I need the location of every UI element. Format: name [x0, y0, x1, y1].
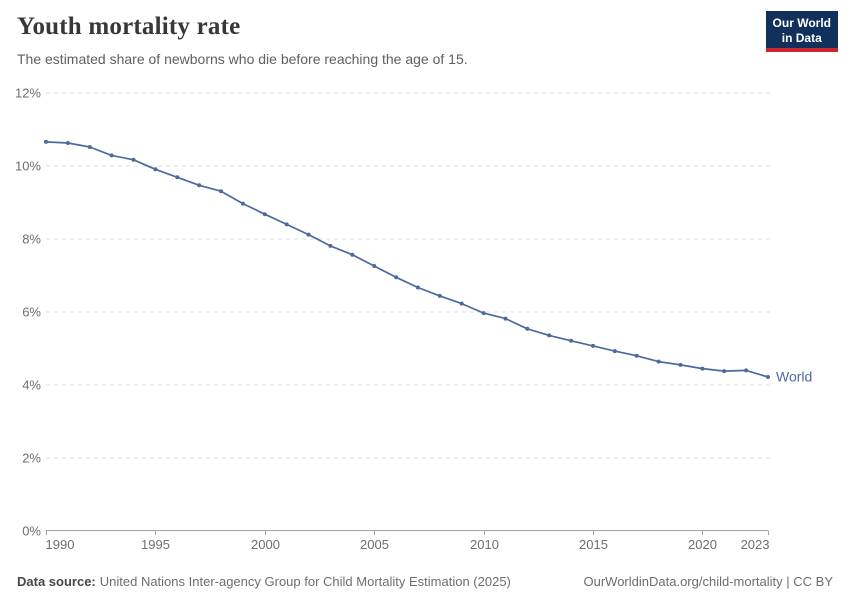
data-point[interactable]	[722, 369, 727, 374]
data-point[interactable]	[284, 222, 289, 227]
data-point[interactable]	[350, 252, 355, 257]
x-tick-label: 2023	[741, 537, 770, 552]
chart-header: Youth mortality rate The estimated share…	[17, 13, 468, 67]
data-point[interactable]	[569, 338, 574, 343]
data-point[interactable]	[415, 285, 420, 290]
y-tick-label: 10%	[15, 159, 41, 174]
data-point[interactable]	[372, 264, 377, 268]
series-end-label[interactable]: World	[776, 368, 812, 384]
data-point[interactable]	[175, 175, 180, 180]
data-point[interactable]	[744, 368, 749, 373]
data-point[interactable]	[262, 212, 267, 217]
data-point[interactable]	[481, 311, 486, 316]
data-point[interactable]	[591, 343, 595, 348]
data-point[interactable]	[197, 183, 202, 188]
data-point[interactable]	[700, 366, 705, 371]
y-tick-label: 0%	[22, 524, 41, 539]
data-point[interactable]	[634, 353, 639, 358]
data-point[interactable]	[328, 243, 333, 248]
data-point[interactable]	[131, 157, 136, 162]
y-tick-label: 6%	[22, 305, 41, 320]
credit-link[interactable]: OurWorldinData.org/child-mortality | CC …	[583, 574, 834, 589]
data-point[interactable]	[525, 326, 530, 331]
data-point[interactable]	[65, 141, 70, 145]
page-title: Youth mortality rate	[17, 13, 241, 40]
y-tick-label: 2%	[22, 451, 41, 466]
data-point[interactable]	[240, 201, 245, 206]
data-source-value: United Nations Inter-agency Group for Ch…	[99, 574, 511, 589]
x-tick-label: 2000	[251, 537, 280, 552]
data-point[interactable]	[109, 153, 114, 158]
owid-logo[interactable]: Our World in Data	[765, 11, 838, 53]
x-tick-label: 2005	[360, 537, 389, 552]
data-point[interactable]	[766, 375, 770, 379]
data-point[interactable]	[394, 275, 399, 280]
chart-footer: Data source: United Nations Inter-agency …	[17, 574, 833, 589]
data-point[interactable]	[87, 145, 92, 149]
line-chart[interactable]: 0% 2% 4% 6% 8% 10% 12% 1990 1995 2000 2005 2010 2015…	[0, 80, 850, 562]
x-tick-label: 1995	[141, 537, 170, 552]
data-point[interactable]	[306, 232, 311, 237]
x-tick-label: 2010	[470, 537, 499, 552]
data-point[interactable]	[503, 316, 508, 321]
owid-logo-line2: in Data	[781, 30, 822, 45]
data-point[interactable]	[437, 293, 442, 298]
y-tick-label: 8%	[22, 232, 41, 247]
data-point[interactable]	[678, 362, 683, 367]
series-line[interactable]	[45, 141, 769, 378]
y-tick-label: 4%	[22, 378, 41, 393]
data-point[interactable]	[219, 189, 223, 194]
data-point[interactable]	[547, 333, 552, 338]
x-tick-label: 2015	[579, 537, 608, 552]
data-point[interactable]	[153, 167, 158, 172]
data-point[interactable]	[612, 349, 617, 354]
chart-subtitle: The estimated share of newborns who die …	[17, 51, 468, 67]
chart-area[interactable]: 0% 2% 4% 6% 8% 10% 12% 1990 1995 2000 2005 2010 2015…	[0, 80, 850, 562]
data-point[interactable]	[656, 359, 661, 364]
owid-logo-line1: Our World	[772, 16, 831, 30]
x-tick-label: 2020	[688, 537, 717, 552]
y-tick-label: 12%	[15, 86, 41, 101]
data-point[interactable]	[44, 139, 48, 144]
data-point[interactable]	[459, 301, 464, 306]
x-tick-label: 1990	[46, 537, 75, 552]
data-source-label: Data source:	[17, 574, 96, 589]
data-source: Data source: United Nations Inter-agency …	[17, 574, 511, 589]
